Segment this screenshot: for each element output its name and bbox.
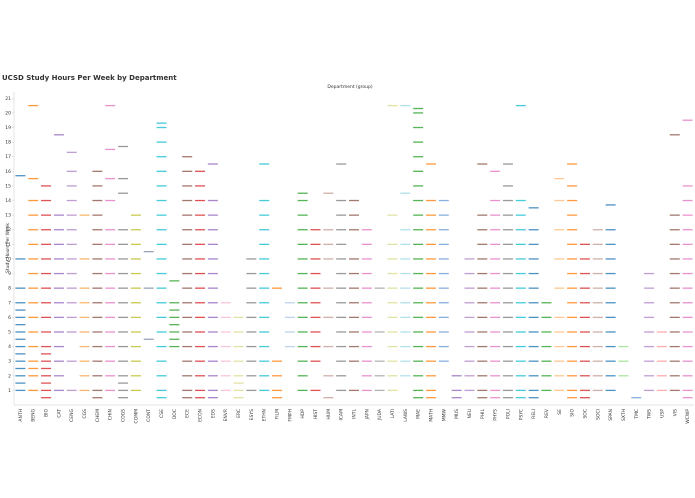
x-tick-label: SOC (582, 409, 588, 419)
chart-title: UCSD Study Hours Per Week by Department (2, 74, 177, 82)
x-tick-label: ENVR (223, 409, 229, 421)
y-tick-label: 8 (8, 286, 11, 292)
y-tick-label: 20 (5, 110, 11, 116)
x-tick-label: NEU (467, 409, 473, 419)
x-tick-label: HUM (326, 409, 332, 420)
x-tick-label: TMC (634, 409, 640, 420)
x-tick-label: HIST (313, 409, 319, 420)
x-tick-label: FILM (275, 409, 281, 419)
x-tick-label: HDP (300, 409, 306, 419)
x-tick-label: CHIN (108, 409, 114, 420)
x-tick-label: SIO (570, 409, 576, 417)
x-tick-label: CENG (69, 408, 75, 421)
x-tick-label: TWS (647, 409, 653, 420)
x-tick-label: PSYC (518, 409, 524, 420)
x-tick-label: CHEM (95, 409, 101, 422)
x-tick-label: RELI (531, 409, 537, 419)
x-tick-label: CGS (82, 409, 88, 419)
x-axis-title: Department (group) (327, 84, 372, 90)
x-tick-label: SE (557, 409, 563, 415)
x-tick-label: BENG (31, 409, 37, 422)
y-tick-label: 5 (8, 329, 11, 335)
x-tick-label: EDS (210, 409, 216, 418)
y-tick-label: 18 (5, 140, 11, 146)
x-tick-label: USP (659, 409, 665, 418)
x-tick-label: DOC (172, 409, 178, 419)
x-tick-label: LAWS (403, 409, 409, 422)
x-tick-label: POLI (505, 409, 511, 419)
y-tick-label: 2 (8, 373, 11, 379)
x-tick-label: WCWP (685, 409, 691, 424)
x-tick-label: ANTH (18, 409, 24, 422)
x-tick-label: SXTH (621, 409, 627, 421)
x-tick-label: MMW (441, 408, 447, 421)
y-tick-label: 15 (5, 183, 11, 189)
y-tick-label: 21 (5, 96, 11, 102)
y-tick-label: 9 (8, 271, 11, 277)
x-tick-label: BIO (44, 409, 50, 417)
x-tick-label: INTL (352, 409, 358, 419)
y-tick-label: 11 (5, 242, 11, 248)
x-tick-label: CAT (56, 409, 62, 418)
y-tick-label: 10 (5, 256, 11, 262)
y-tick-label: 14 (5, 198, 11, 204)
x-tick-label: MATH (428, 409, 434, 422)
y-axis-title: Study Hours Per Week (5, 223, 11, 273)
x-tick-label: VIS (672, 409, 678, 416)
x-tick-label: MUS (454, 409, 460, 419)
x-tick-label: JUDA (377, 408, 383, 421)
y-tick-label: 13 (5, 213, 11, 219)
x-tick-label: LATI (390, 409, 396, 418)
x-tick-label: CSE (159, 409, 165, 418)
y-tick-label: 7 (8, 300, 11, 306)
x-tick-label: ETHN (262, 409, 268, 421)
x-tick-label: ESYS (249, 409, 255, 420)
y-tick-label: 6 (8, 315, 11, 321)
x-tick-label: SPAN (608, 409, 614, 421)
y-tick-label: 12 (5, 227, 11, 233)
x-tick-label: COGS (121, 409, 127, 422)
x-tick-label: REV (544, 408, 550, 418)
y-tick-label: 1 (8, 388, 11, 394)
x-tick-label: CONT (146, 409, 152, 422)
x-tick-label: SOCI (595, 409, 601, 420)
y-tick-label: 16 (5, 169, 11, 175)
x-tick-label: PHYS (493, 409, 499, 421)
x-tick-label: FMPH (287, 409, 293, 422)
x-tick-label: ICAM (339, 409, 345, 421)
x-tick-label: ERC (236, 409, 242, 418)
x-tick-label: ECE (185, 409, 191, 418)
y-tick-label: 3 (8, 359, 11, 365)
x-tick-label: COMM (133, 409, 139, 424)
y-tick-label: 4 (8, 344, 11, 350)
y-tick-label: 17 (5, 154, 11, 160)
x-tick-label: ECON (198, 409, 204, 422)
x-tick-label: MAE (416, 409, 422, 419)
x-tick-label: PHIL (480, 409, 486, 419)
y-tick-label: 19 (5, 125, 11, 131)
x-tick-label: JAPN (364, 409, 370, 420)
